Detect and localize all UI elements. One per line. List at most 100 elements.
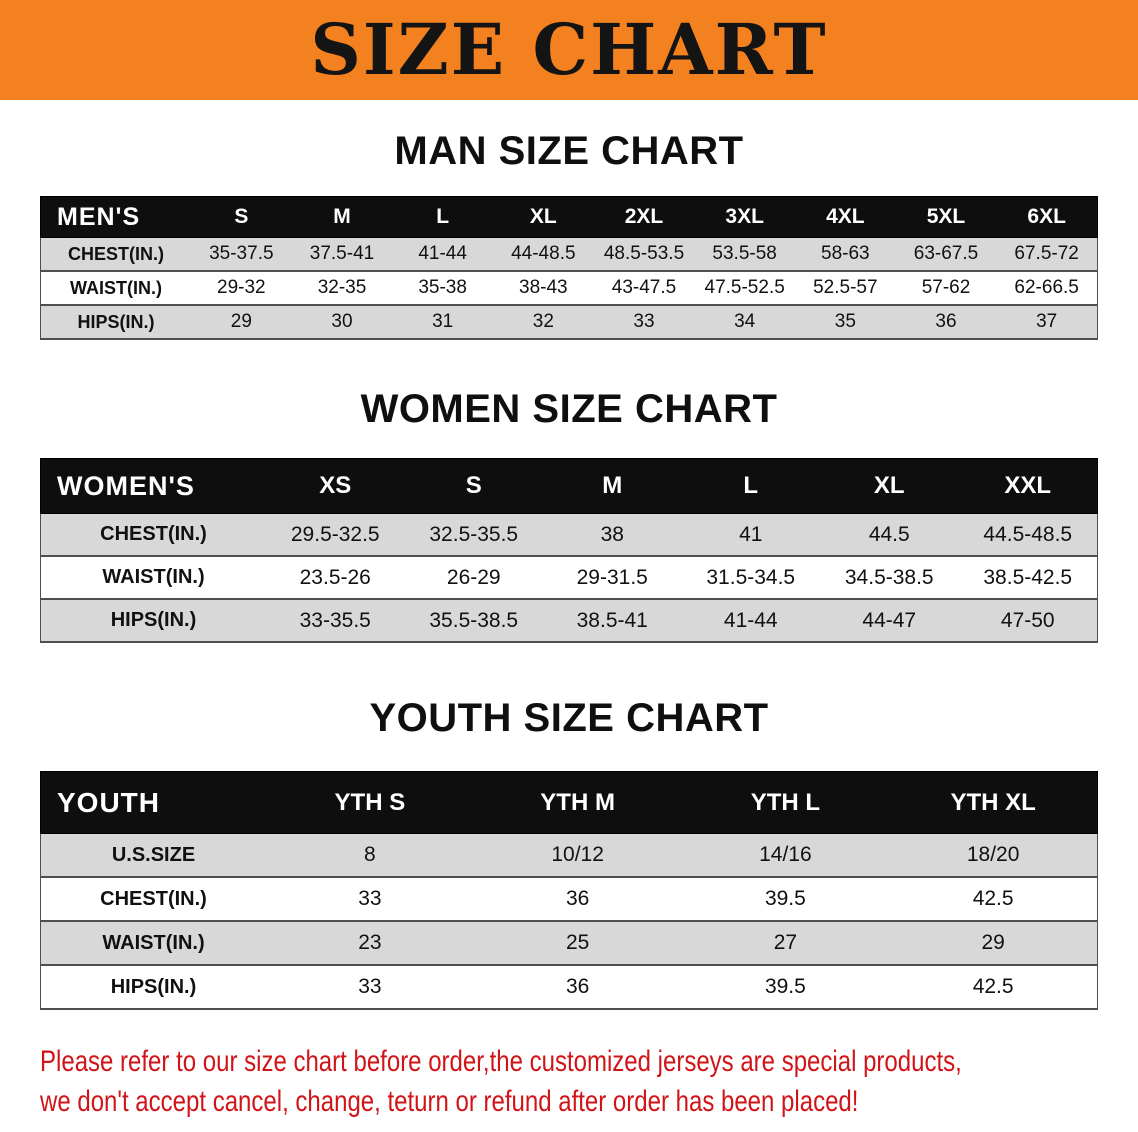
table-row: WAIST(IN.) 23.5-26 26-29 29-31.5 31.5-34… [40, 557, 1098, 600]
table-cell: 33 [358, 887, 382, 910]
table-row: U.S.SIZE 8 10/12 14/16 18/20 [40, 834, 1098, 878]
column-header: XS [319, 472, 352, 499]
table-cell: 33-35.5 [299, 608, 371, 632]
table-cell: 57-62 [921, 277, 971, 298]
table-cell: 29 [230, 311, 252, 332]
table-cell: 38-43 [519, 277, 568, 298]
table-cell: 36 [935, 311, 957, 332]
table-cell: 23.5-26 [299, 565, 371, 589]
men-table-header-row: MEN'S S M L XL 2XL 3XL 4XL 5XL 6XL [40, 196, 1098, 238]
column-header: S [234, 205, 249, 228]
table-cell: 35 [834, 311, 856, 332]
table-cell: 47.5-52.5 [704, 277, 785, 298]
table-cell: 44-48.5 [511, 243, 576, 264]
table-cell: 32 [532, 311, 554, 332]
table-cell: 41 [739, 522, 763, 546]
table-cell: 36 [565, 975, 590, 998]
table-cell: 29-31.5 [576, 565, 648, 589]
column-header: YTH M [540, 788, 615, 816]
column-header: M [602, 472, 623, 499]
table-cell: 18/20 [966, 843, 1020, 866]
row-label: CHEST(IN.) [100, 887, 207, 910]
row-label: WAIST(IN.) [102, 931, 205, 954]
table-cell: 44.5 [868, 522, 910, 546]
women-size-section: WOMEN SIZE CHART WOMEN'S XS S M L XL XXL… [0, 386, 1138, 643]
column-header: XL [873, 472, 905, 499]
table-cell: 32-35 [317, 277, 367, 298]
table-cell: 41-44 [418, 243, 467, 264]
row-label: CHEST(IN.) [100, 523, 207, 545]
men-size-section: MAN SIZE CHART MEN'S S M L XL 2XL 3XL 4X… [0, 128, 1138, 340]
row-label: HIPS(IN.) [77, 311, 155, 332]
table-cell: 35.5-38.5 [429, 608, 519, 632]
youth-size-table: YOUTH YTH S YTH M YTH L YTH XL U.S.SIZE … [40, 771, 1098, 1010]
size-chart-banner: SIZE CHART [0, 0, 1138, 100]
table-cell: 52.5-57 [813, 277, 878, 298]
column-header: 3XL [725, 205, 764, 228]
table-cell: 30 [331, 311, 353, 332]
column-header: YTH S [334, 788, 406, 816]
table-cell: 38.5-42.5 [983, 565, 1073, 589]
row-label: CHEST(IN.) [68, 243, 164, 264]
row-label: WAIST(IN.) [102, 566, 205, 588]
table-cell: 39.5 [764, 975, 806, 998]
table-cell: 63-67.5 [913, 243, 979, 264]
table-cell: 36 [565, 887, 590, 910]
men-table-title: MEN'S [57, 202, 141, 231]
table-cell: 48.5-53.5 [603, 243, 685, 264]
table-cell: 42.5 [972, 887, 1014, 910]
table-cell: 42.5 [972, 975, 1014, 998]
banner-title: SIZE CHART [310, 8, 828, 91]
table-cell: 39.5 [764, 887, 806, 910]
table-cell: 25 [565, 931, 590, 954]
table-row: HIPS(IN.) 33 36 39.5 42.5 [40, 966, 1098, 1010]
table-cell: 34 [734, 311, 756, 332]
table-cell: 14/16 [759, 843, 812, 866]
column-header: 6XL [1027, 205, 1066, 228]
table-cell: 38.5-41 [576, 608, 648, 632]
column-header: 4XL [826, 205, 865, 228]
table-row: HIPS(IN.) 33-35.5 35.5-38.5 38.5-41 41-4… [40, 600, 1098, 643]
youth-size-section: YOUTH SIZE CHART YOUTH YTH S YTH M YTH L… [0, 695, 1138, 1010]
column-header: YTH L [750, 788, 821, 816]
table-cell: 37 [1036, 311, 1058, 332]
footer-note: Please refer to our size chart before or… [0, 1042, 1138, 1122]
table-row: CHEST(IN.) 29.5-32.5 32.5-35.5 38 41 44.… [40, 514, 1098, 557]
table-cell: 31.5-34.5 [706, 565, 796, 589]
table-cell: 33 [358, 975, 382, 998]
column-header: L [436, 205, 450, 228]
table-row: HIPS(IN.) 29 30 31 32 33 34 35 36 37 [40, 306, 1098, 340]
youth-table-title: YOUTH [57, 786, 160, 818]
footer-note-line: Please refer to our size chart before or… [40, 1045, 962, 1078]
row-label: HIPS(IN.) [110, 975, 197, 998]
table-cell: 8 [364, 843, 376, 866]
table-cell: 35-37.5 [209, 243, 274, 264]
column-header: XL [529, 205, 557, 228]
women-table-header-row: WOMEN'S XS S M L XL XXL [40, 458, 1098, 514]
column-header: 2XL [624, 205, 664, 228]
table-cell: 62-66.5 [1014, 277, 1079, 298]
table-cell: 31 [432, 311, 454, 332]
table-cell: 29.5-32.5 [290, 522, 380, 546]
table-cell: 10/12 [551, 843, 604, 866]
column-header: L [743, 472, 759, 499]
table-cell: 29-32 [217, 277, 266, 298]
table-cell: 44.5-48.5 [983, 522, 1073, 546]
table-cell: 26-29 [446, 565, 501, 589]
table-cell: 67.5-72 [1014, 243, 1079, 264]
footer-note-line: we don't accept cancel, change, teturn o… [40, 1085, 859, 1118]
column-header: S [465, 472, 482, 499]
table-cell: 43-47.5 [611, 277, 677, 298]
women-table-title: WOMEN'S [57, 470, 195, 501]
table-cell: 37.5-41 [309, 243, 375, 264]
table-cell: 32.5-35.5 [429, 522, 519, 546]
women-size-table: WOMEN'S XS S M L XL XXL CHEST(IN.) 29.5-… [40, 458, 1098, 643]
women-section-heading: WOMEN SIZE CHART [360, 387, 778, 431]
table-cell: 33 [633, 311, 655, 332]
table-cell: 29 [981, 931, 1005, 954]
men-section-heading: MAN SIZE CHART [394, 129, 744, 173]
table-cell: 44-47 [862, 608, 917, 632]
table-row: WAIST(IN.) 23 25 27 29 [40, 922, 1098, 966]
table-cell: 27 [773, 931, 798, 954]
row-label: HIPS(IN.) [110, 609, 197, 631]
